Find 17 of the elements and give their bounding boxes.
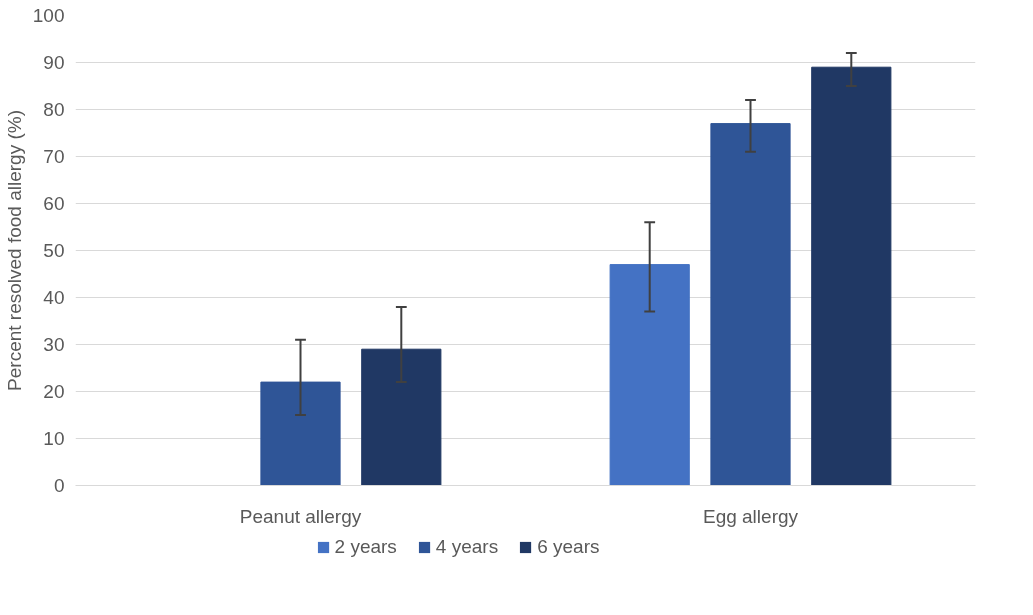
legend-label: 4 years (435, 536, 499, 558)
y-tick-label: 80 (43, 99, 65, 120)
y-tick-label: 60 (43, 193, 65, 214)
x-tick-label: Egg allergy (702, 505, 799, 527)
y-tick-label: 20 (43, 381, 65, 402)
y-tick-label: 40 (43, 287, 65, 308)
y-tick-label: 0 (53, 475, 65, 496)
y-axis-title: Percent resolved food allergy (%) (3, 110, 25, 391)
y-tick-label: 30 (43, 334, 65, 355)
y-tick-label: 70 (43, 146, 65, 167)
y-tick-label: 10 (43, 428, 65, 449)
legend-label: 2 years (334, 536, 397, 558)
y-tick-label: 100 (32, 5, 65, 26)
y-tick-label: 50 (43, 240, 65, 261)
x-tick-label: Peanut allergy (239, 505, 362, 527)
legend-label: 6 years (537, 536, 600, 558)
y-tick-label: 90 (43, 52, 65, 73)
